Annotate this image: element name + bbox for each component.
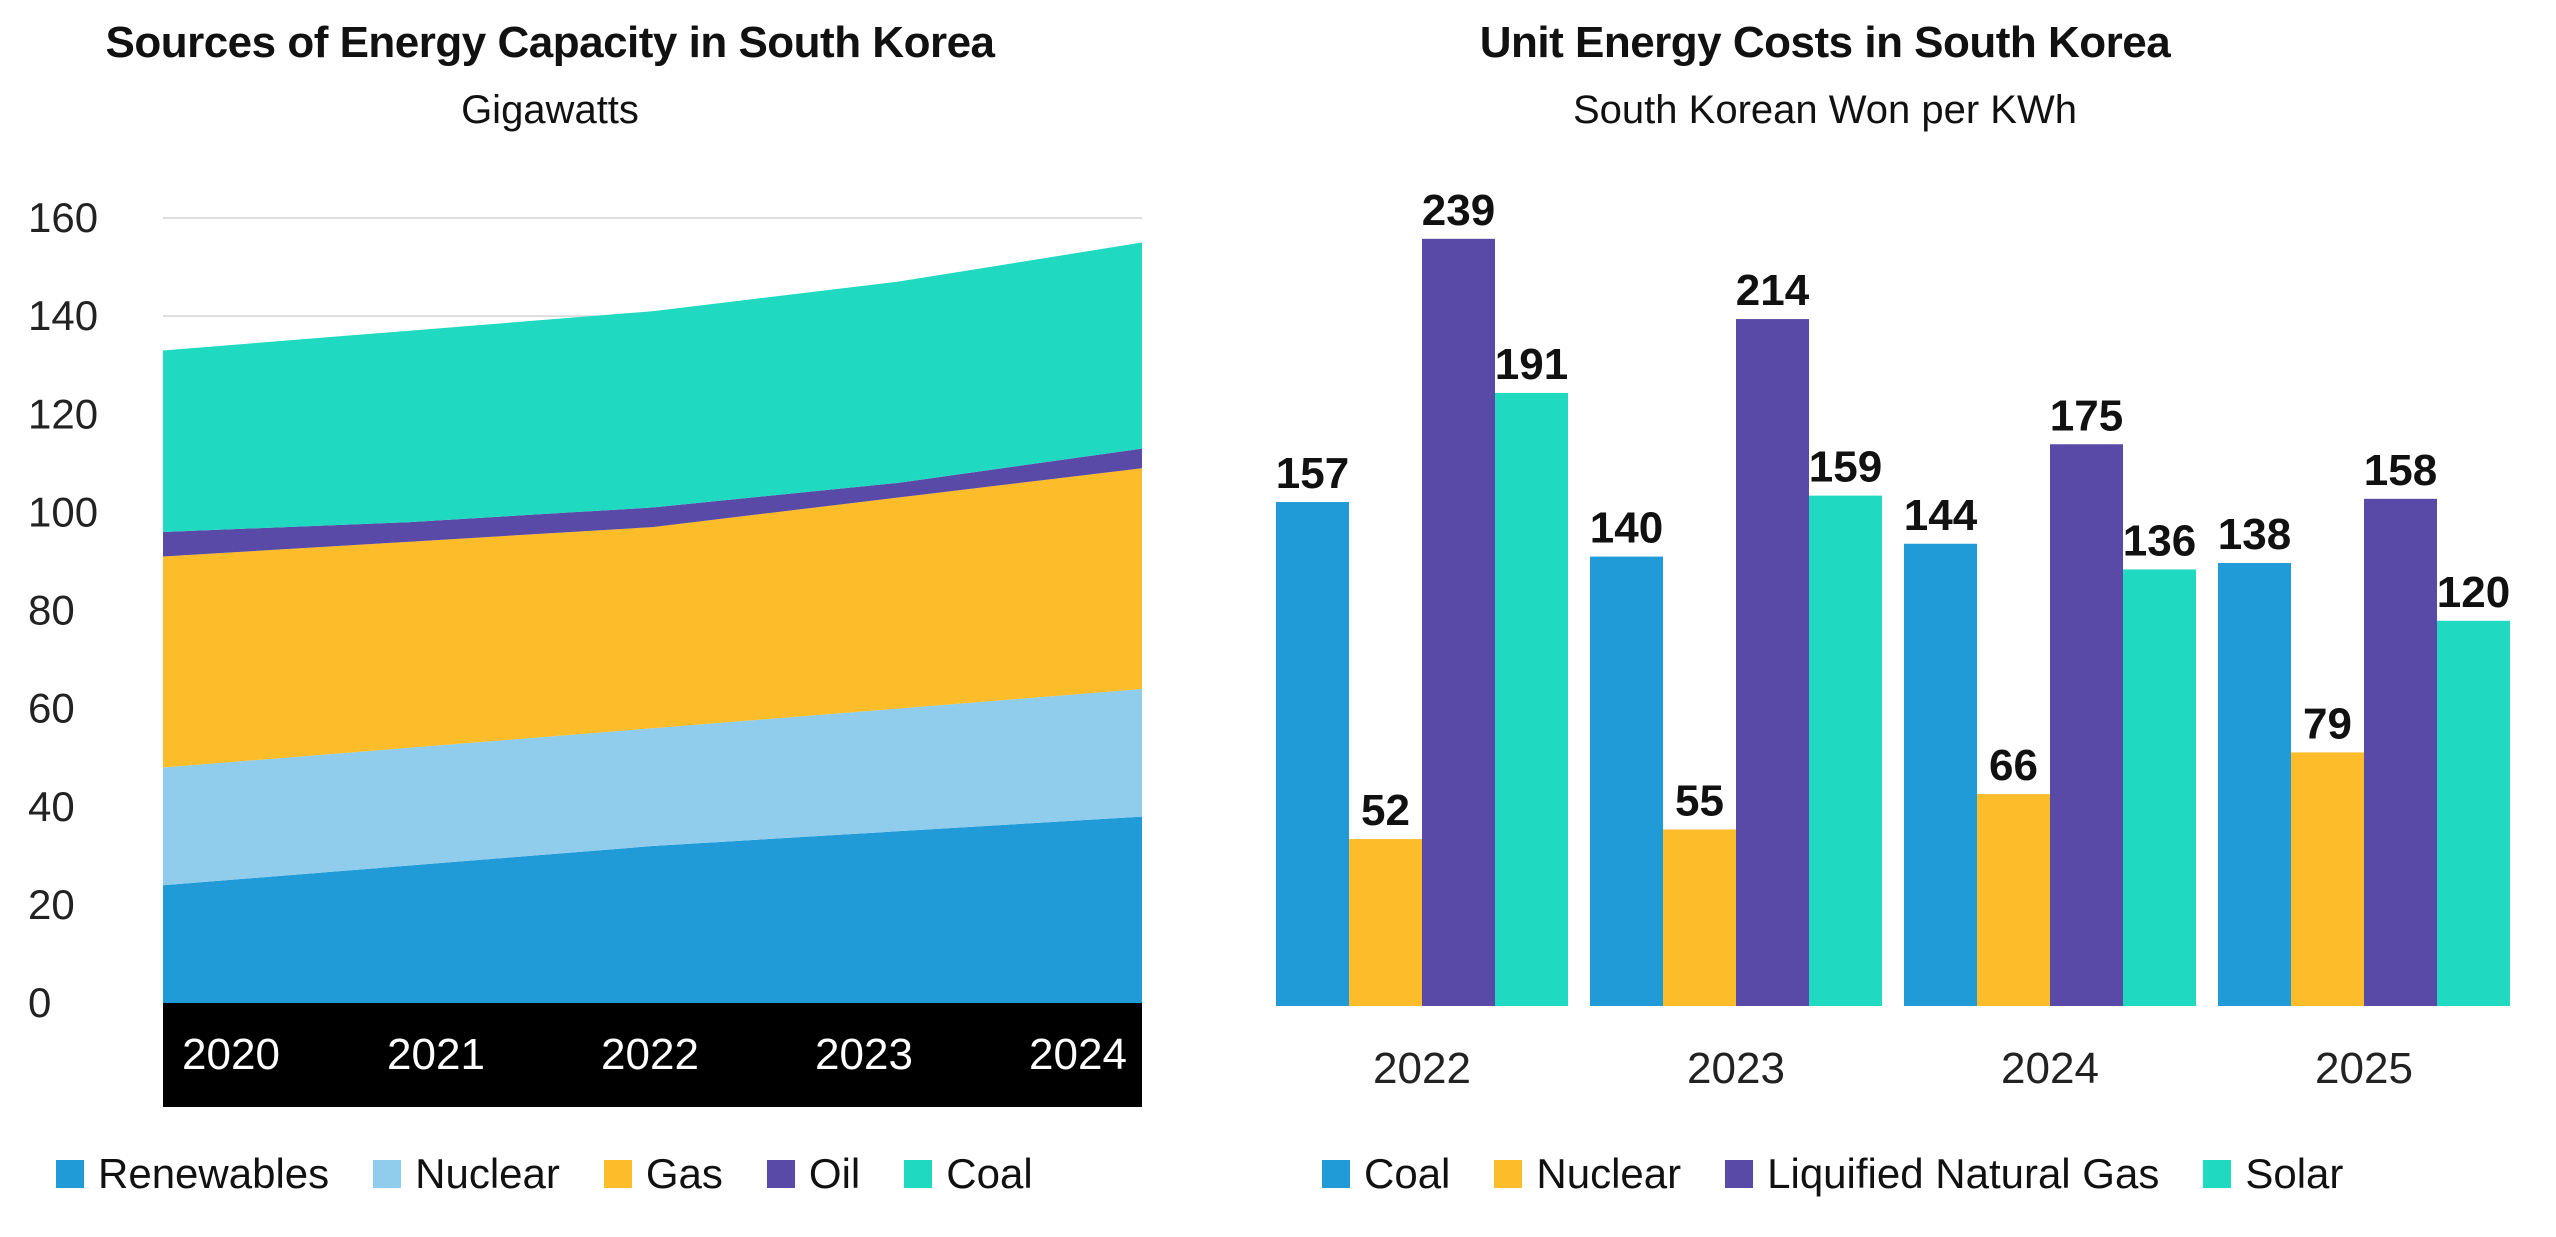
coal-swatch	[904, 1160, 933, 1188]
x-category-label: 2023	[1687, 1044, 1785, 1093]
legend-label-renewables: Renewables	[98, 1150, 330, 1197]
solar-cost-swatch	[2203, 1160, 2232, 1188]
bar-liquified-natural-gas-2025	[2364, 498, 2437, 1006]
legend-item-lng-cost: Liquified Natural Gas	[1725, 1150, 2159, 1198]
x-tick-label: 2024	[1029, 1030, 1127, 1079]
gas-swatch	[603, 1160, 632, 1188]
legend-label-coal-cost: Coal	[1364, 1150, 1451, 1197]
area-series-renewables	[163, 816, 1142, 1003]
bar-coal-2022	[1276, 502, 1349, 1006]
bar-solar-2022	[1495, 392, 1568, 1006]
bar-solar-2025	[2437, 620, 2510, 1006]
lng-cost-swatch	[1725, 1160, 1754, 1188]
bar-liquified-natural-gas-2022	[1422, 238, 1495, 1006]
area-series-nuclear	[163, 689, 1142, 886]
oil-swatch	[766, 1160, 795, 1188]
legend-item-nuclear: Nuclear	[373, 1150, 560, 1198]
legend-label-nuclear-cost: Nuclear	[1536, 1150, 1682, 1197]
y-tick-label: 140	[28, 292, 98, 339]
bar-data-label: 214	[1736, 266, 1810, 315]
renewables-swatch	[56, 1160, 84, 1188]
bar-coal-2024	[1904, 543, 1977, 1006]
bar-data-label: 52	[1361, 786, 1410, 835]
cost-chart-title: Unit Energy Costs in South Korea	[1479, 18, 2171, 67]
bar-nuclear-2024	[1977, 794, 2050, 1006]
nuclear-cost-swatch	[1494, 1160, 1523, 1188]
cost-bar-chart: 157 52 239 191 2022 140 55 214 159 2023 144 66 175 13…	[1276, 186, 2510, 1093]
bar-nuclear-2022	[1349, 839, 1422, 1006]
y-tick-label: 120	[28, 390, 98, 437]
legend-item-oil: Oil	[766, 1150, 861, 1198]
bar-coal-2023	[1590, 556, 1663, 1006]
bar-data-label: 55	[1675, 776, 1724, 825]
legend-label-lng-cost: Liquified Natural Gas	[1767, 1150, 2160, 1197]
bar-data-label: 144	[1904, 491, 1978, 540]
x-axis-band	[163, 1003, 1142, 1107]
bar-data-label: 138	[2218, 510, 2291, 559]
legend-label-nuclear: Nuclear	[415, 1150, 560, 1197]
bar-coal-2025	[2218, 563, 2291, 1006]
legend-label-coal: Coal	[946, 1150, 1033, 1197]
bar-data-label: 79	[2303, 699, 2352, 748]
bar-data-label: 136	[2123, 516, 2196, 565]
bar-data-label: 239	[1422, 186, 1495, 235]
bar-data-label: 191	[1495, 340, 1568, 389]
legend-item-solar-cost: Solar	[2203, 1150, 2343, 1198]
legend-label-gas: Gas	[645, 1150, 723, 1197]
bar-solar-2023	[1809, 495, 1882, 1006]
capacity-legend: Renewables Nuclear Gas Oil Coal	[56, 1150, 1033, 1198]
legend-item-nuclear-cost: Nuclear	[1494, 1150, 1681, 1198]
legend-item-coal: Coal	[904, 1150, 1033, 1198]
bar-liquified-natural-gas-2023	[1736, 319, 1809, 1006]
legend-item-coal-cost: Coal	[1322, 1150, 1450, 1198]
y-tick-label: 0	[28, 979, 51, 1026]
capacity-chart-subtitle: Gigawatts	[461, 88, 639, 132]
x-tick-label: 2020	[182, 1030, 280, 1079]
y-tick-label: 20	[28, 881, 75, 928]
capacity-chart-panel: Sources of Energy Capacity in South Kore…	[0, 0, 1170, 1237]
bar-nuclear-2023	[1663, 829, 1736, 1006]
legend-item-renewables: Renewables	[56, 1150, 329, 1198]
x-category-label: 2024	[2001, 1044, 2099, 1093]
bar-data-label: 120	[2437, 568, 2510, 617]
cost-legend: Coal Nuclear Liquified Natural Gas Solar	[1322, 1150, 2343, 1198]
bar-data-label: 175	[2050, 391, 2123, 440]
x-category-label: 2025	[2315, 1044, 2413, 1093]
bar-data-label: 158	[2364, 446, 2437, 495]
bar-nuclear-2025	[2291, 752, 2364, 1006]
x-category-label: 2022	[1373, 1044, 1471, 1093]
x-tick-label: 2023	[815, 1030, 913, 1079]
cost-chart-panel: Unit Energy Costs in South Korea South K…	[1260, 0, 2556, 1237]
bar-solar-2024	[2123, 569, 2196, 1006]
legend-item-gas: Gas	[603, 1150, 723, 1198]
cost-chart-subtitle: South Korean Won per KWh	[1573, 88, 2077, 132]
nuclear-swatch	[373, 1160, 402, 1188]
bar-data-label: 157	[1276, 449, 1349, 498]
bar-data-label: 66	[1989, 741, 2038, 790]
capacity-area-chart: 0 20 40 60 80 100 120 140 160 2020 2021 2022 2023 202…	[28, 194, 1142, 1107]
y-tick-label: 60	[28, 685, 75, 732]
bar-data-label: 159	[1809, 443, 1882, 492]
y-tick-label: 160	[28, 194, 98, 241]
legend-label-oil: Oil	[808, 1150, 861, 1197]
capacity-chart-title: Sources of Energy Capacity in South Kore…	[105, 18, 995, 67]
area-series-oil	[163, 448, 1142, 557]
y-tick-label: 80	[28, 587, 75, 634]
bar-data-label: 140	[1590, 504, 1663, 553]
y-tick-label: 100	[28, 488, 98, 535]
legend-label-solar-cost: Solar	[2245, 1150, 2344, 1197]
y-tick-label: 40	[28, 783, 75, 830]
coal-cost-swatch	[1322, 1160, 1350, 1188]
x-tick-label: 2021	[387, 1030, 485, 1079]
area-series-gas	[163, 468, 1142, 768]
x-tick-label: 2022	[601, 1030, 699, 1079]
area-series-coal	[163, 242, 1142, 532]
bar-liquified-natural-gas-2024	[2050, 444, 2123, 1006]
